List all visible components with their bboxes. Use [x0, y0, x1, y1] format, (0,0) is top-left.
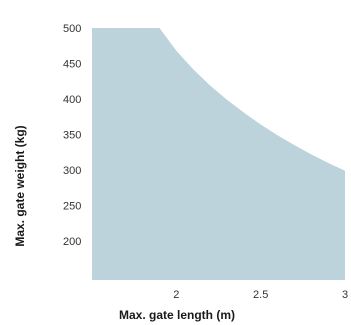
- x-tick-label: 2.5: [253, 289, 268, 301]
- y-tick-label: 450: [63, 59, 81, 71]
- y-tick-label: 350: [63, 130, 81, 142]
- x-tick-labels: 2 2.5 3: [173, 289, 348, 301]
- y-tick-label: 300: [63, 165, 81, 177]
- area-layer: [92, 28, 345, 280]
- y-tick-label: 200: [63, 236, 81, 248]
- y-tick-label: 500: [63, 23, 81, 35]
- y-tick-label: 400: [63, 94, 81, 106]
- x-tick-label: 3: [342, 289, 348, 301]
- x-tick-label: 2: [173, 289, 179, 301]
- capacity-area: [92, 28, 345, 280]
- y-tick-labels: 200 250 300 350 400 450 500: [63, 23, 81, 248]
- y-axis-title: Max. gate weight (kg): [13, 125, 27, 246]
- x-axis-title: Max. gate length (m): [119, 308, 235, 322]
- y-tick-label: 250: [63, 201, 81, 213]
